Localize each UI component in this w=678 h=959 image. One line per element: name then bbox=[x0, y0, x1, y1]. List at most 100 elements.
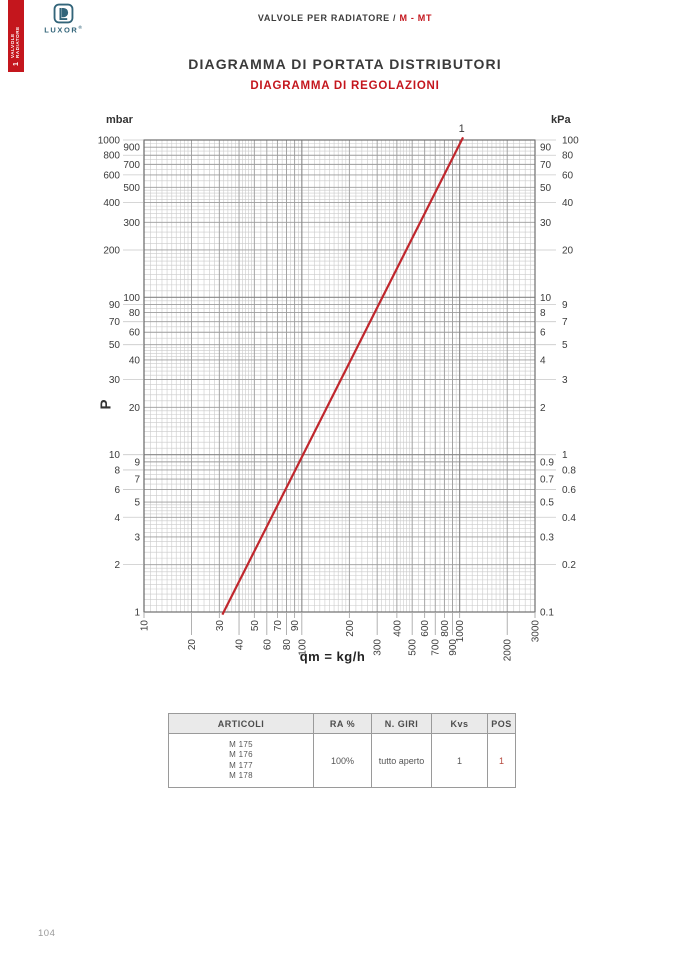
svg-text:2: 2 bbox=[114, 560, 120, 571]
page-number: 104 bbox=[38, 928, 56, 939]
svg-text:20: 20 bbox=[562, 245, 574, 256]
svg-text:0.7: 0.7 bbox=[540, 475, 554, 486]
svg-text:400: 400 bbox=[392, 620, 403, 637]
svg-text:7: 7 bbox=[134, 475, 140, 486]
svg-text:1: 1 bbox=[459, 123, 465, 135]
svg-text:900: 900 bbox=[448, 639, 459, 656]
header-articoli: ARTICOLI bbox=[169, 714, 314, 733]
svg-text:300: 300 bbox=[123, 218, 140, 229]
svg-text:100: 100 bbox=[562, 136, 579, 147]
svg-text:9: 9 bbox=[134, 457, 140, 468]
svg-text:5: 5 bbox=[134, 498, 140, 509]
cell-giri: tutto aperto bbox=[372, 734, 432, 787]
svg-text:200: 200 bbox=[103, 245, 120, 256]
svg-text:50: 50 bbox=[109, 340, 121, 351]
svg-text:90: 90 bbox=[290, 620, 301, 632]
kicker-highlight: M - MT bbox=[399, 13, 433, 23]
svg-text:600: 600 bbox=[420, 620, 431, 637]
svg-text:40: 40 bbox=[562, 198, 574, 209]
kicker-breadcrumb: VALVOLE PER RADIATORE / bbox=[257, 13, 400, 23]
section-tab bbox=[8, 0, 24, 72]
y-axis-label: P bbox=[97, 399, 115, 410]
svg-text:30: 30 bbox=[109, 375, 121, 386]
svg-text:300: 300 bbox=[373, 639, 384, 656]
spec-table: ARTICOLI RA % N. GIRI Kvs POS M 175 M 17… bbox=[168, 713, 516, 788]
header-kvs: Kvs bbox=[432, 714, 488, 733]
luxor-logo-icon bbox=[53, 3, 73, 24]
svg-text:800: 800 bbox=[103, 151, 120, 162]
svg-text:20: 20 bbox=[129, 403, 141, 414]
svg-text:100: 100 bbox=[123, 293, 140, 304]
svg-text:40: 40 bbox=[235, 639, 246, 651]
svg-text:0.2: 0.2 bbox=[562, 560, 576, 571]
svg-text:700: 700 bbox=[123, 160, 140, 171]
svg-text:2: 2 bbox=[540, 403, 546, 414]
svg-text:800: 800 bbox=[440, 620, 451, 637]
svg-text:3000: 3000 bbox=[531, 620, 542, 643]
svg-text:600: 600 bbox=[103, 170, 120, 181]
svg-text:400: 400 bbox=[103, 198, 120, 209]
cell-articoli: M 175 M 176 M 177 M 178 bbox=[169, 734, 314, 787]
svg-text:5: 5 bbox=[562, 340, 568, 351]
cell-ra: 100% bbox=[314, 734, 372, 787]
svg-text:60: 60 bbox=[262, 639, 273, 651]
svg-text:1: 1 bbox=[134, 608, 140, 619]
svg-text:0.1: 0.1 bbox=[540, 608, 554, 619]
svg-text:6: 6 bbox=[540, 328, 546, 339]
svg-text:3: 3 bbox=[562, 375, 568, 386]
svg-text:30: 30 bbox=[540, 218, 552, 229]
svg-text:70: 70 bbox=[273, 620, 284, 632]
svg-text:8: 8 bbox=[114, 465, 120, 476]
x-axis-label: qm = kg/h bbox=[299, 649, 366, 664]
svg-text:80: 80 bbox=[129, 308, 141, 319]
svg-text:500: 500 bbox=[123, 183, 140, 194]
svg-text:0.8: 0.8 bbox=[562, 465, 576, 476]
luxor-logo: LUXOR® bbox=[40, 3, 86, 35]
svg-text:500: 500 bbox=[408, 639, 419, 656]
svg-text:60: 60 bbox=[562, 170, 574, 181]
articolo-item: M 178 bbox=[229, 771, 253, 780]
svg-text:80: 80 bbox=[562, 151, 574, 162]
svg-text:10: 10 bbox=[540, 293, 552, 304]
svg-text:1: 1 bbox=[562, 450, 568, 461]
svg-text:90: 90 bbox=[109, 300, 121, 311]
page-title: DIAGRAMMA DI PORTATA DISTRIBUTORI bbox=[188, 56, 502, 72]
svg-text:900: 900 bbox=[123, 143, 140, 154]
svg-text:4: 4 bbox=[114, 513, 120, 524]
svg-text:4: 4 bbox=[540, 355, 546, 366]
svg-text:0.6: 0.6 bbox=[562, 485, 576, 496]
svg-text:20: 20 bbox=[187, 639, 198, 651]
svg-text:0.4: 0.4 bbox=[562, 513, 576, 524]
svg-text:60: 60 bbox=[129, 328, 141, 339]
svg-text:40: 40 bbox=[129, 355, 141, 366]
articolo-item: M 177 bbox=[229, 760, 253, 770]
header-ra: RA % bbox=[314, 714, 372, 733]
articolo-item: M 176 bbox=[229, 750, 253, 759]
svg-text:0.9: 0.9 bbox=[540, 457, 554, 468]
svg-text:100: 100 bbox=[297, 639, 308, 656]
svg-text:0.3: 0.3 bbox=[540, 532, 554, 543]
svg-text:6: 6 bbox=[114, 485, 120, 496]
svg-text:70: 70 bbox=[540, 160, 552, 171]
svg-text:50: 50 bbox=[250, 620, 261, 632]
y-axis-left-unit: mbar bbox=[106, 114, 133, 126]
flow-diagram-chart: 1000900800700600500400300200100908070605… bbox=[98, 123, 579, 662]
svg-text:70: 70 bbox=[109, 317, 121, 328]
articolo-item: M 175 bbox=[229, 739, 253, 749]
luxor-logo-word: LUXOR® bbox=[44, 25, 82, 35]
svg-text:7: 7 bbox=[562, 317, 568, 328]
header-pos: POS bbox=[491, 718, 512, 729]
svg-text:80: 80 bbox=[282, 639, 293, 651]
svg-text:1000: 1000 bbox=[455, 620, 466, 643]
page-kicker: VALVOLE PER RADIATORE / M - MT bbox=[12, 13, 678, 23]
svg-text:0.5: 0.5 bbox=[540, 498, 554, 509]
spec-table-row: M 175 M 176 M 177 M 178 100% tutto apert… bbox=[169, 734, 515, 787]
registered-mark: ® bbox=[78, 25, 82, 30]
svg-text:8: 8 bbox=[540, 308, 546, 319]
svg-text:30: 30 bbox=[215, 620, 226, 632]
svg-text:10: 10 bbox=[109, 450, 121, 461]
svg-text:50: 50 bbox=[540, 183, 552, 194]
header-giri: N. GIRI bbox=[372, 714, 432, 733]
svg-text:2000: 2000 bbox=[503, 639, 514, 662]
